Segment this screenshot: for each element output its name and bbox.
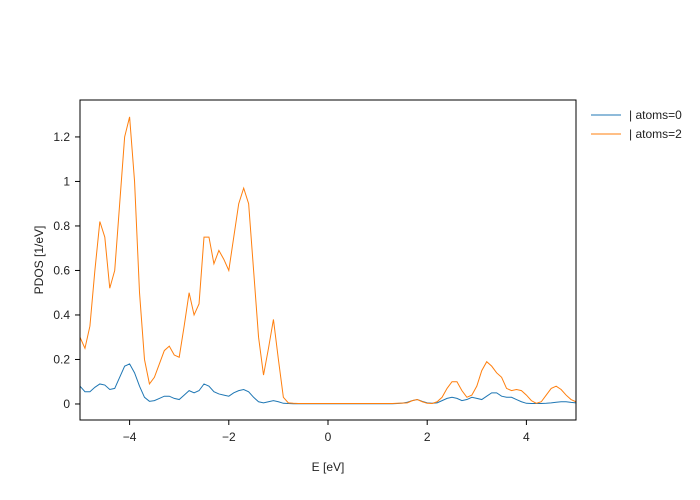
x-tick-label: 0 xyxy=(325,430,332,444)
y-tick-label: 0.6 xyxy=(53,263,70,277)
y-tick-label: 0.8 xyxy=(53,219,70,233)
x-tick-label: −2 xyxy=(222,430,236,444)
x-tick-label: 2 xyxy=(424,430,431,444)
x-tick-label: 4 xyxy=(523,430,530,444)
x-tick-label: −4 xyxy=(123,430,137,444)
y-axis-label: PDOS [1/eV] xyxy=(32,226,46,295)
plot-frame xyxy=(79,99,577,421)
y-tick-label: 0 xyxy=(63,397,70,411)
x-axis-label: E [eV] xyxy=(312,460,345,474)
legend-label: | atoms=0 xyxy=(629,108,682,122)
y-tick-label: 1.2 xyxy=(53,130,70,144)
y-tick-label: 1 xyxy=(63,174,70,188)
y-tick-label: 0.4 xyxy=(53,308,70,322)
series-line xyxy=(80,116,576,405)
series-line xyxy=(80,363,576,405)
y-tick-label: 0.2 xyxy=(53,352,70,366)
legend-label: | atoms=2 xyxy=(629,127,682,141)
